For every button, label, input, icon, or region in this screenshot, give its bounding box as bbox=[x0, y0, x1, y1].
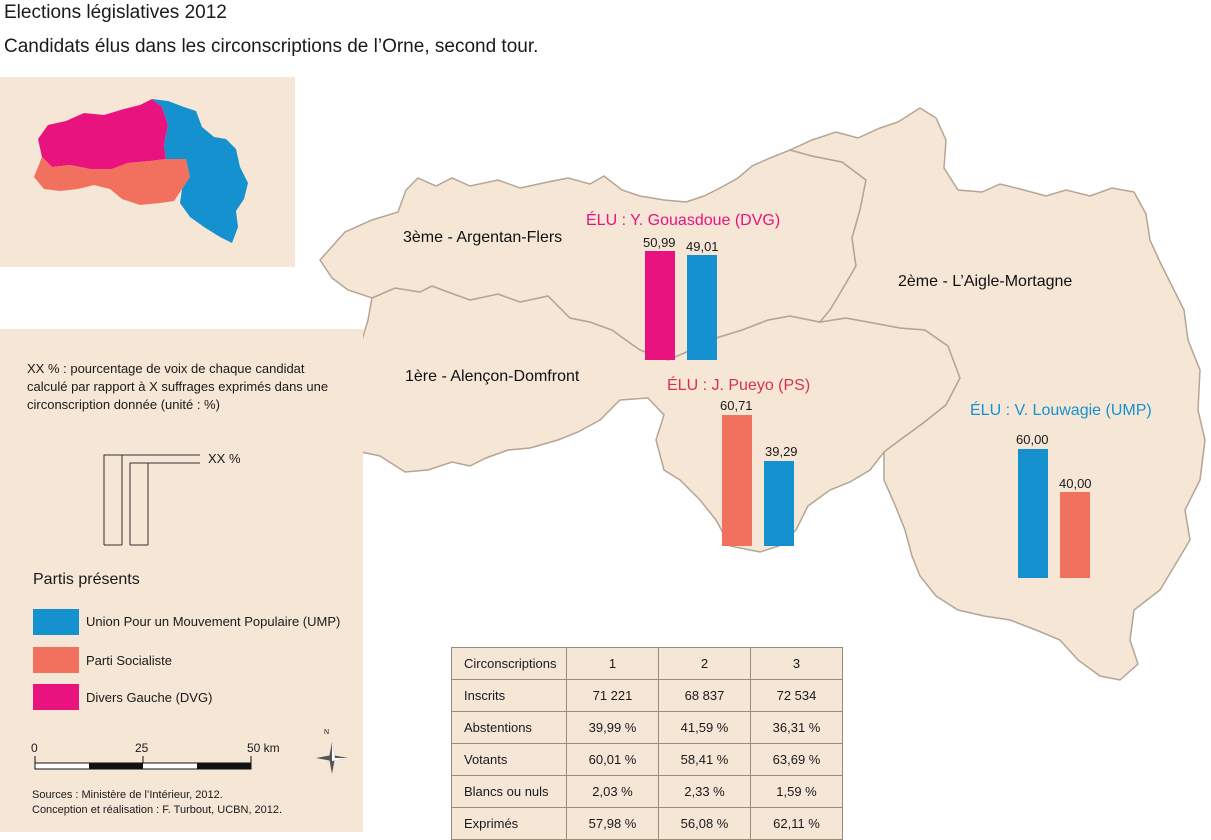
credits-line: Conception et réalisation : F. Turbout, … bbox=[32, 804, 283, 816]
bar-circ2-ps-value: 40,00 bbox=[1059, 476, 1092, 491]
scale-tick-50: 50 km bbox=[247, 741, 280, 755]
circ3-elu: ÉLU : Y. Gouasdoue (DVG) bbox=[586, 212, 781, 229]
table-cell: Exprimés bbox=[451, 807, 567, 840]
map-subtitle: Candidats élus dans les circonscriptions… bbox=[4, 36, 539, 57]
legend-label-ps: Parti Socialiste bbox=[86, 653, 172, 668]
scale-bar bbox=[34, 756, 252, 770]
table-cell: Votants bbox=[451, 743, 567, 776]
table-cell: 2,03 % bbox=[566, 775, 659, 808]
table-header-row: Circonscriptions 1 2 3 bbox=[451, 647, 843, 680]
table-cell: Abstentions bbox=[451, 711, 567, 744]
table-cell: 72 534 bbox=[750, 679, 843, 712]
map-title: Elections législatives 2012 bbox=[4, 2, 227, 23]
table-header-cell: 1 bbox=[566, 647, 659, 680]
table-cell: 62,11 % bbox=[750, 807, 843, 840]
region-circ-2[interactable] bbox=[787, 107, 1206, 681]
table-cell: 68 837 bbox=[658, 679, 751, 712]
legend-bar-diagram bbox=[103, 454, 200, 546]
north-arrow-icon bbox=[316, 742, 348, 774]
bar-circ2-ump bbox=[1018, 449, 1048, 578]
table-cell: 39,99 % bbox=[566, 711, 659, 744]
table-row: Votants 60,01 % 58,41 % 63,69 % bbox=[451, 743, 843, 776]
table-cell: 63,69 % bbox=[750, 743, 843, 776]
legend-note: XX % : pourcentage de voix de chaque can… bbox=[27, 361, 329, 412]
inset-map bbox=[0, 77, 295, 267]
bar-circ3-dvg-value: 50,99 bbox=[643, 235, 676, 250]
bar-circ1-ps-value: 60,71 bbox=[720, 398, 753, 413]
sources-line: Sources : Ministère de l’Intérieur, 2012… bbox=[32, 789, 223, 801]
table-header-cell: Circonscriptions bbox=[451, 647, 567, 680]
table-row: Exprimés 57,98 % 56,08 % 62,11 % bbox=[451, 807, 843, 840]
bar-circ2-ps bbox=[1060, 492, 1090, 578]
legend-label-ump: Union Pour un Mouvement Populaire (UMP) bbox=[86, 614, 341, 629]
bar-circ1-ump bbox=[764, 461, 794, 546]
table-cell: 2,33 % bbox=[658, 775, 751, 808]
table-header-cell: 3 bbox=[750, 647, 843, 680]
stats-table: Circonscriptions 1 2 3 Inscrits 71 221 6… bbox=[451, 647, 843, 840]
scale-tick-25: 25 bbox=[135, 741, 149, 755]
legend-parties-title: Partis présents bbox=[33, 571, 140, 588]
table-cell: 60,01 % bbox=[566, 743, 659, 776]
legend-swatch-ump bbox=[33, 609, 79, 635]
circ2-elu: ÉLU : V. Louwagie (UMP) bbox=[970, 402, 1152, 419]
circ1-label: 1ère - Alençon-Domfront bbox=[405, 368, 580, 385]
legend-label-dvg: Divers Gauche (DVG) bbox=[86, 690, 213, 705]
table-cell: Blancs ou nuls bbox=[451, 775, 567, 808]
table-cell: Inscrits bbox=[451, 679, 567, 712]
circ2-label: 2ème - L’Aigle-Mortagne bbox=[898, 273, 1073, 290]
legend-swatch-dvg bbox=[33, 684, 79, 710]
inset-map-svg bbox=[34, 99, 248, 243]
table-cell: 56,08 % bbox=[658, 807, 751, 840]
table-cell: 41,59 % bbox=[658, 711, 751, 744]
sources-note: Sources : Ministère de l’Intérieur, 2012… bbox=[32, 788, 282, 818]
table-row: Inscrits 71 221 68 837 72 534 bbox=[451, 679, 843, 712]
scale-tick-0: 0 bbox=[31, 741, 38, 755]
table-cell: 57,98 % bbox=[566, 807, 659, 840]
legend-xx-label: XX % bbox=[208, 451, 241, 466]
bar-circ3-ump-value: 49,01 bbox=[686, 239, 719, 254]
table-cell: 71 221 bbox=[566, 679, 659, 712]
bar-circ1-ps bbox=[722, 415, 752, 546]
table-row: Abstentions 39,99 % 41,59 % 36,31 % bbox=[451, 711, 843, 744]
legend-panel bbox=[0, 329, 363, 832]
bar-circ3-dvg bbox=[645, 251, 675, 360]
table-row: Blancs ou nuls 2,03 % 2,33 % 1,59 % bbox=[451, 775, 843, 808]
circ1-elu: ÉLU : J. Pueyo (PS) bbox=[667, 377, 811, 394]
inset-region-circ-2 bbox=[152, 99, 248, 243]
legend-swatch-ps bbox=[33, 647, 79, 673]
table-cell: 1,59 % bbox=[750, 775, 843, 808]
bar-circ2-ump-value: 60,00 bbox=[1016, 432, 1049, 447]
table-cell: 36,31 % bbox=[750, 711, 843, 744]
inset-region-circ-3 bbox=[38, 99, 168, 169]
north-label: N bbox=[324, 729, 330, 736]
inset-region-circ-1 bbox=[34, 157, 190, 205]
bar-circ1-ump-value: 39,29 bbox=[765, 444, 798, 459]
circ3-label: 3ème - Argentan-Flers bbox=[403, 229, 563, 246]
table-cell: 58,41 % bbox=[658, 743, 751, 776]
bar-circ3-ump bbox=[687, 255, 717, 360]
table-header-cell: 2 bbox=[658, 647, 751, 680]
